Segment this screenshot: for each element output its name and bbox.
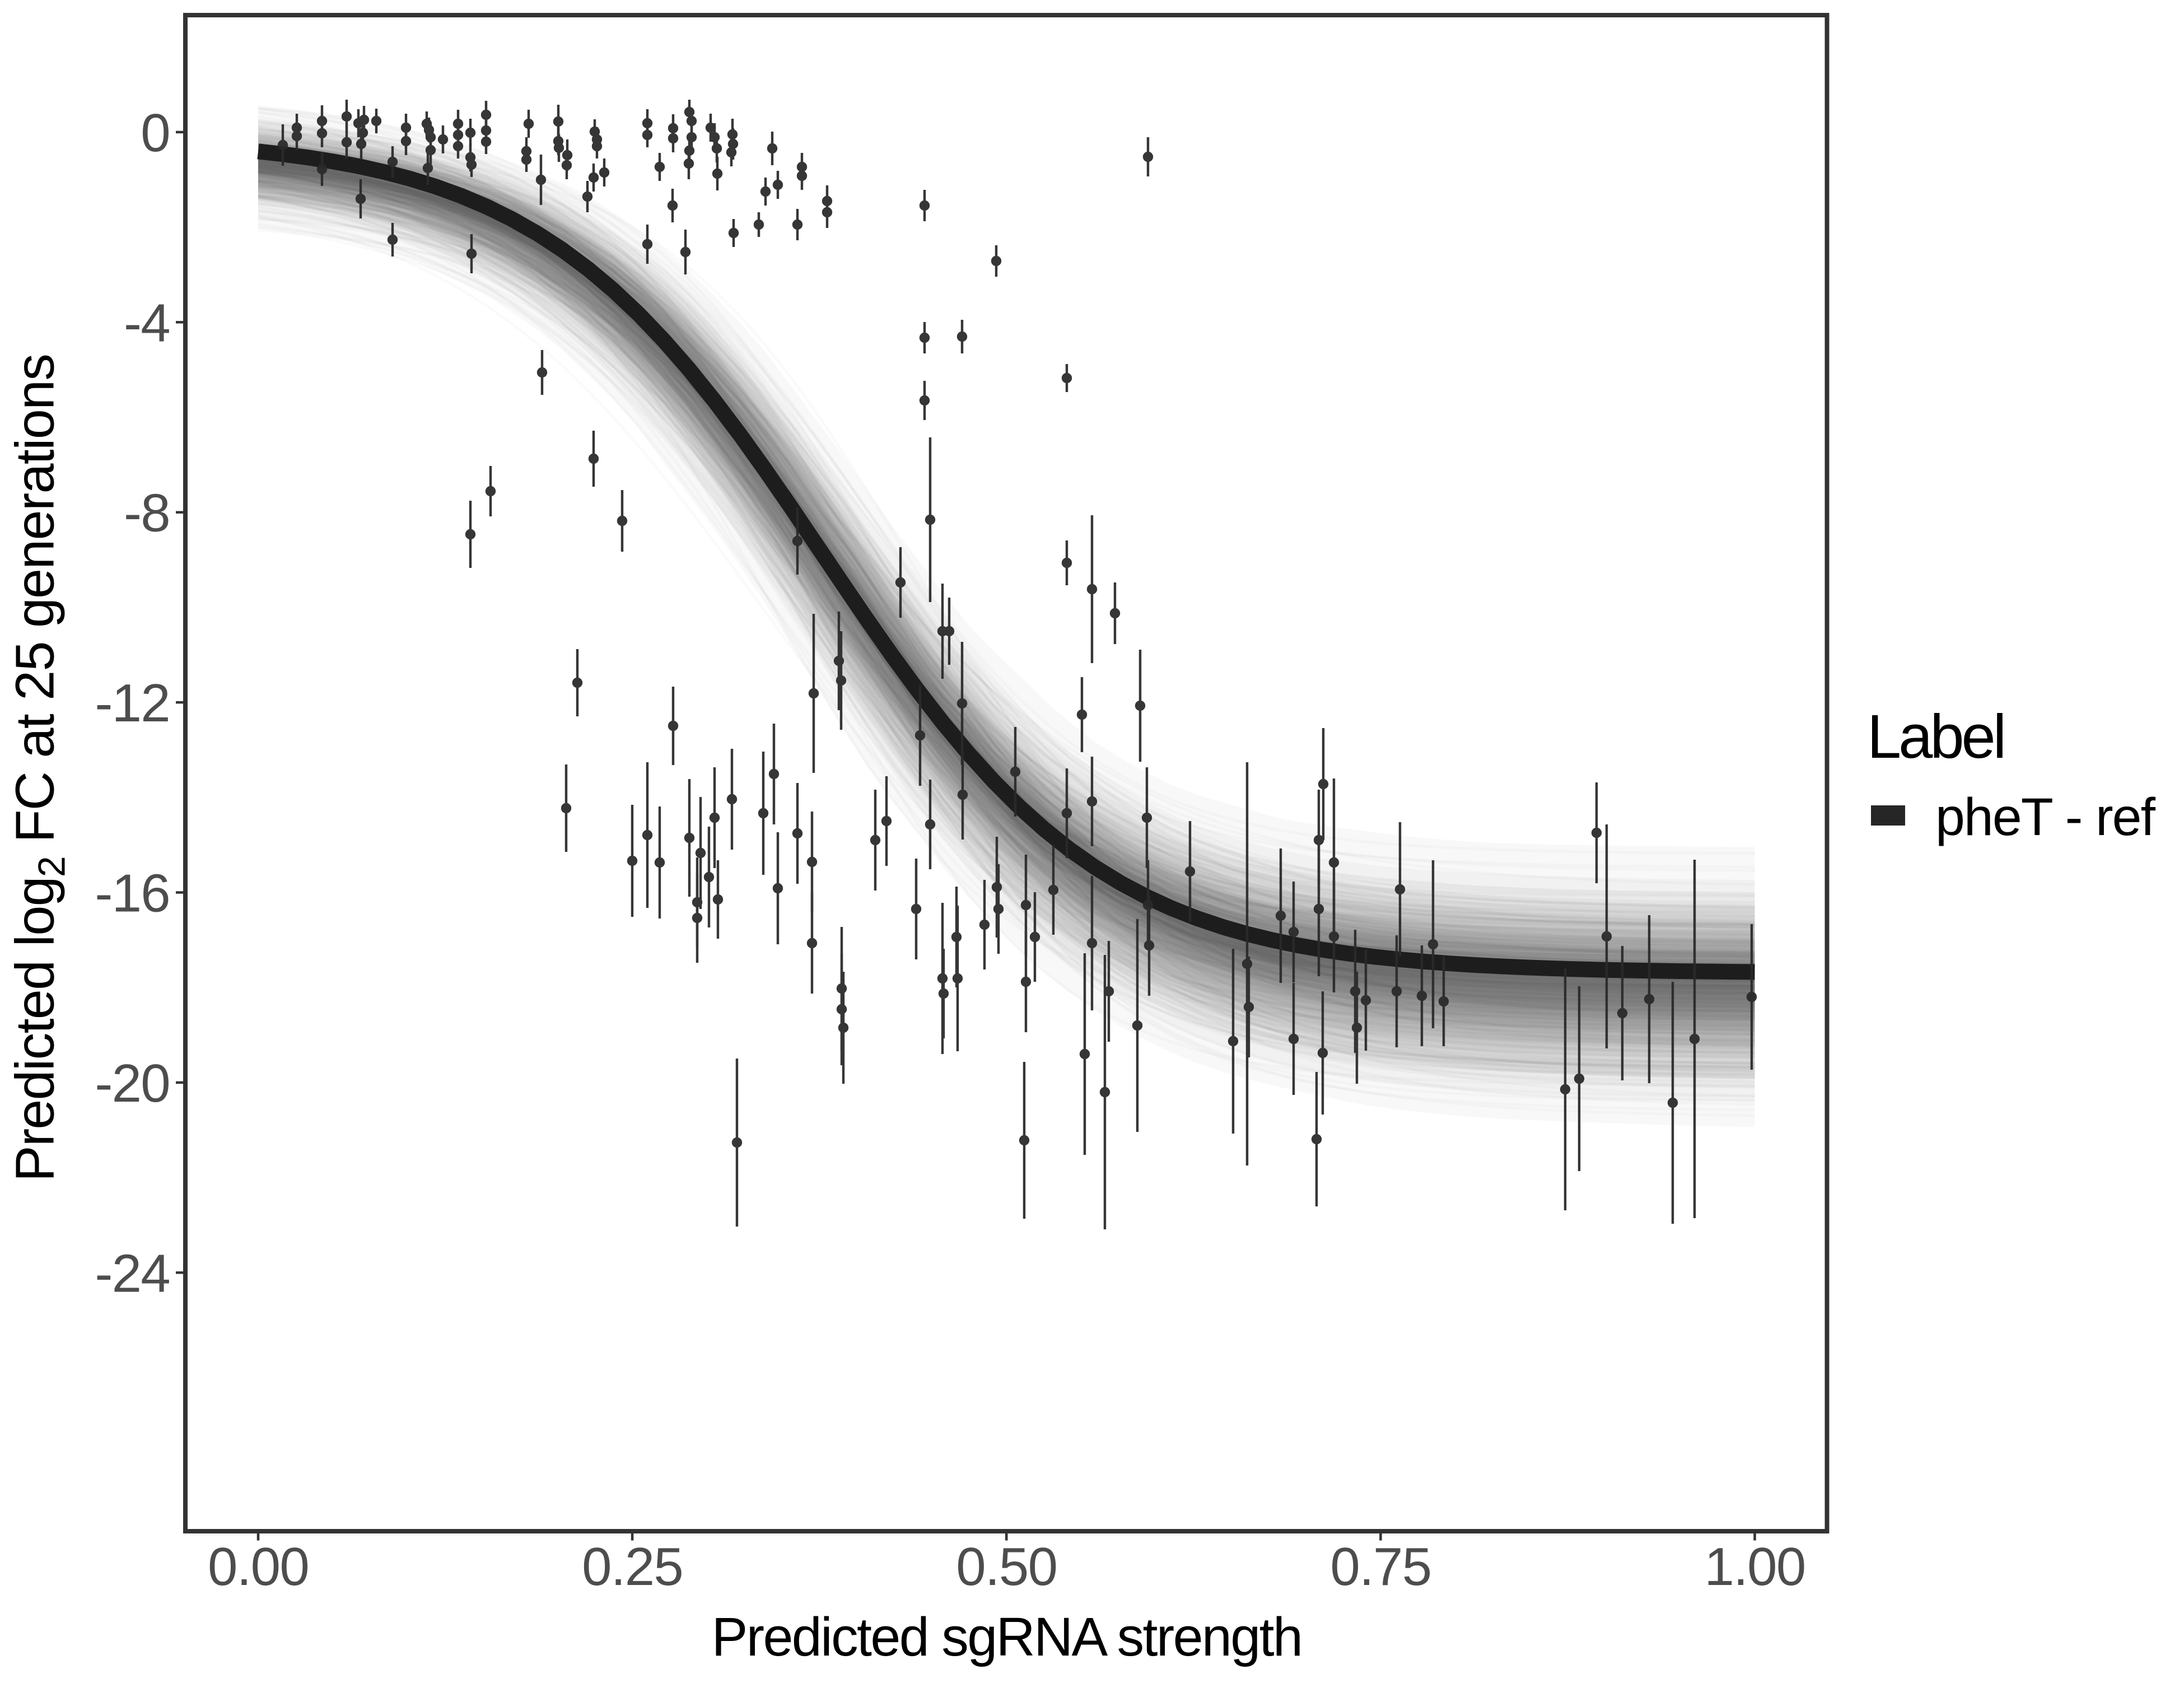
svg-text:-20: -20 bbox=[95, 1053, 170, 1113]
svg-text:-4: -4 bbox=[124, 293, 170, 353]
svg-text:Label: Label bbox=[1867, 702, 2004, 771]
svg-text:0: 0 bbox=[141, 103, 170, 163]
svg-text:-12: -12 bbox=[95, 673, 170, 733]
svg-text:pheT - ref: pheT - ref bbox=[1935, 787, 2156, 847]
svg-text:-16: -16 bbox=[95, 864, 170, 924]
svg-text:0.50: 0.50 bbox=[956, 1537, 1057, 1597]
svg-text:-24: -24 bbox=[95, 1243, 170, 1303]
svg-text:0.25: 0.25 bbox=[582, 1537, 683, 1597]
svg-text:0.75: 0.75 bbox=[1330, 1537, 1431, 1597]
svg-text:Predicted log2 FC at 25 gener: Predicted log2 FC at 25 generations bbox=[4, 355, 73, 1182]
svg-text:Predicted sgRNA strength: Predicted sgRNA strength bbox=[712, 1606, 1302, 1667]
svg-text:0.00: 0.00 bbox=[208, 1537, 309, 1597]
svg-text:-8: -8 bbox=[124, 483, 170, 543]
svg-text:1.00: 1.00 bbox=[1704, 1537, 1805, 1597]
